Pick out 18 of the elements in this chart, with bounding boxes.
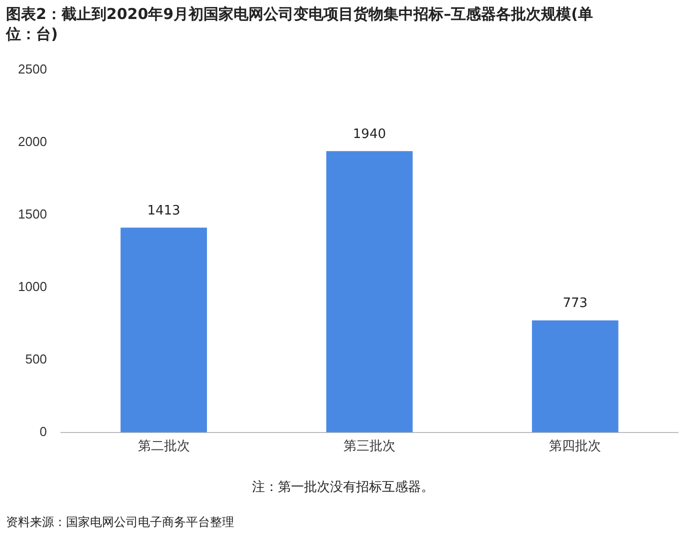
x-tick-label: 第三批次 xyxy=(343,438,396,453)
y-tick-label: 0 xyxy=(40,424,47,439)
data-label: 1940 xyxy=(352,127,386,142)
data-label: 773 xyxy=(562,296,588,312)
text: 注：第一批次没有招标互感器。 xyxy=(251,478,435,496)
y-tick-label: 2500 xyxy=(18,62,47,77)
text: 资料来源：国家电网公司电子商务平台整理 xyxy=(6,514,234,531)
bar xyxy=(120,228,207,432)
y-tick-label: 1000 xyxy=(18,279,47,294)
bar xyxy=(532,320,618,432)
x-tick-label: 第二批次 xyxy=(138,438,190,453)
y-tick-label: 2000 xyxy=(18,134,47,150)
y-tick-label: 1500 xyxy=(18,206,47,222)
x-tick-label: 第四批次 xyxy=(549,438,602,453)
chart-title: 图表2：截止到2020年9月初国家电网公司变电项目货物集中招标–互感器各批次规模(单位：台) xyxy=(6,4,594,44)
bar xyxy=(326,151,413,432)
y-tick-label: 500 xyxy=(25,352,47,366)
data-label: 1413 xyxy=(147,203,180,218)
